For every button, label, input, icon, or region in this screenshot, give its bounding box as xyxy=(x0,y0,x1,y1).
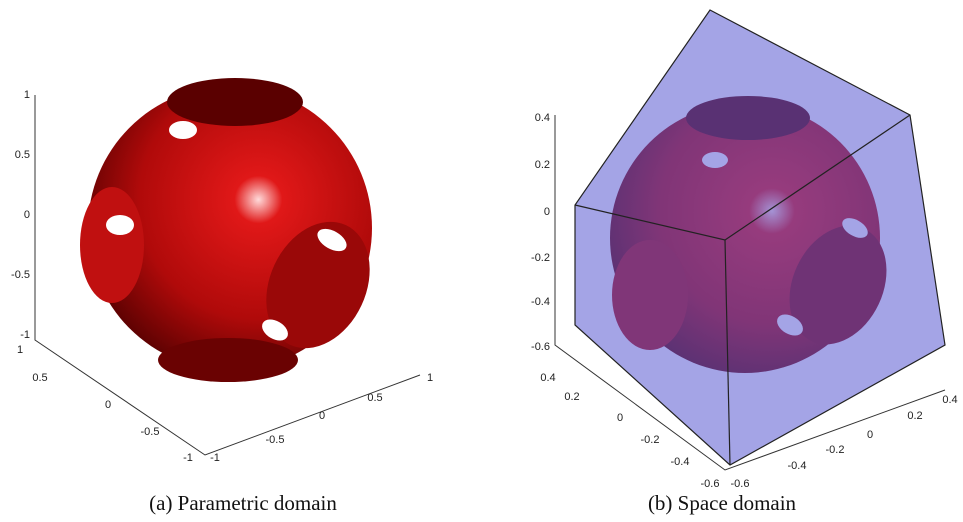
z-tick-label: 0 xyxy=(24,209,30,221)
z-tick-label: 0 xyxy=(544,206,550,218)
x-tick-label: -0.5 xyxy=(141,426,160,438)
y-tick-label: -0.4 xyxy=(788,460,807,472)
z-tick-label: 1 xyxy=(24,89,30,101)
gyroid-a xyxy=(80,78,389,382)
x-tick-label: 1 xyxy=(17,344,23,356)
x-tick-label: 0.5 xyxy=(32,372,47,384)
y-tick-label: 0.5 xyxy=(367,392,382,404)
y-tick-label: -0.5 xyxy=(266,434,285,446)
z-tick-label: -0.6 xyxy=(531,341,550,353)
caption: (b) Space domain xyxy=(648,491,797,515)
x-tick-label: 0.2 xyxy=(564,391,579,403)
x-tick-label: 0 xyxy=(105,399,111,411)
tube xyxy=(167,78,303,126)
y-tick-label: 0.4 xyxy=(942,394,957,406)
x-tick-label: -1 xyxy=(183,452,193,464)
y-tick-label: -1 xyxy=(210,452,220,464)
y-tick-label: 1 xyxy=(427,372,433,384)
y-tick-label: 0 xyxy=(319,410,325,422)
z-tick-label: 0.2 xyxy=(535,159,550,171)
y-tick-label: 0 xyxy=(867,429,873,441)
z-tick-label: -1 xyxy=(20,329,30,341)
figure: (a) Parametric domain (b) Space domain 1… xyxy=(0,0,963,522)
box xyxy=(575,10,945,465)
y-tick-label: 0.2 xyxy=(907,410,922,422)
caption: (a) Parametric domain xyxy=(149,491,337,515)
tube xyxy=(80,187,144,303)
x-tick-label: -0.6 xyxy=(701,478,720,490)
z-tick-label: -0.4 xyxy=(531,296,550,308)
x-tick-label: -0.2 xyxy=(641,434,660,446)
x-tick-label: -0.4 xyxy=(671,456,690,468)
space-box xyxy=(575,10,945,465)
z-tick-label: 0.5 xyxy=(15,149,30,161)
z-tick-label: -0.5 xyxy=(11,269,30,281)
x-tick-label: 0.4 xyxy=(540,372,555,384)
y-tick-label: -0.2 xyxy=(826,444,845,456)
z-tick-label: -0.2 xyxy=(531,252,550,264)
z-tick-label: 0.4 xyxy=(535,112,550,124)
x-tick-label: 0 xyxy=(617,412,623,424)
tube xyxy=(158,338,298,382)
hole xyxy=(169,121,197,139)
hole xyxy=(106,215,134,235)
y-tick-label: -0.6 xyxy=(731,478,750,490)
